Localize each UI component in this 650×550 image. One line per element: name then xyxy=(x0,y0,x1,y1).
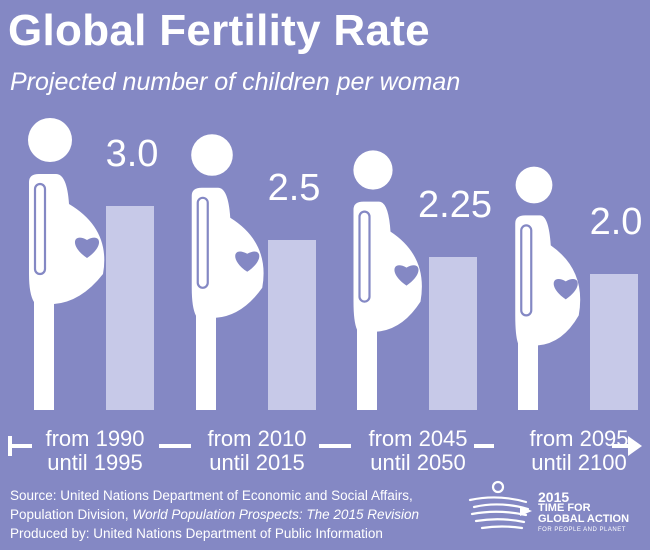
timeline-arrowhead xyxy=(628,436,642,456)
category-label-line-1: from 1990 xyxy=(45,426,144,451)
logo-text: 2015 TIME FOR GLOBAL ACTION FOR PEOPLE A… xyxy=(538,489,630,536)
source-publication: World Population Prospects: The 2015 Rev… xyxy=(132,507,419,522)
category-label-line-2: until 2050 xyxy=(370,450,465,475)
logo-line-2: GLOBAL ACTION xyxy=(538,513,630,525)
data-label: 3.0 xyxy=(106,133,159,175)
source-credits: Source: United Nations Department of Eco… xyxy=(10,486,419,543)
timeline-segment xyxy=(474,444,494,448)
category-label-line-2: until 2015 xyxy=(209,450,304,475)
category-label-line-1: from 2010 xyxy=(207,426,306,451)
bar xyxy=(106,206,154,410)
bar xyxy=(268,240,316,410)
head xyxy=(191,134,233,176)
timeline-segment xyxy=(612,444,634,448)
source-line-3: Produced by: United Nations Department o… xyxy=(10,526,383,541)
source-line-2: Population Division, World Population Pr… xyxy=(10,505,419,524)
pregnant-woman-icon xyxy=(353,150,422,410)
pregnant-woman-icon xyxy=(28,118,105,410)
bar xyxy=(590,274,638,410)
page-title: Global Fertility Rate xyxy=(8,6,430,55)
data-label: 2.25 xyxy=(418,184,492,226)
arm xyxy=(520,224,533,317)
body xyxy=(515,215,581,410)
body xyxy=(353,201,422,410)
un-2015-logo-icon xyxy=(468,480,532,530)
data-label: 2.0 xyxy=(590,201,643,243)
head xyxy=(28,118,72,162)
body xyxy=(29,174,105,410)
pregnant-woman-icon xyxy=(191,134,264,410)
source-line-2-prefix: Population Division, xyxy=(10,507,133,522)
timeline-arrow-icon xyxy=(8,436,642,456)
heart-icon xyxy=(394,265,419,286)
heart-icon xyxy=(553,279,578,300)
page-subtitle: Projected number of children per woman xyxy=(10,68,461,96)
arm xyxy=(358,210,371,303)
category-label-line-2: until 1995 xyxy=(47,450,142,475)
timeline-segment xyxy=(159,444,191,448)
timeline-segment xyxy=(319,444,351,448)
bar xyxy=(429,257,477,410)
logo-line-1: TIME FOR xyxy=(538,502,591,514)
head xyxy=(353,150,393,190)
category-label-line-2: until 2100 xyxy=(531,450,626,475)
body xyxy=(191,187,264,410)
un-2015-logo: 2015 TIME FOR GLOBAL ACTION FOR PEOPLE A… xyxy=(468,478,643,538)
arm xyxy=(196,196,209,289)
logo-year: 2015 xyxy=(538,489,570,505)
data-label: 2.5 xyxy=(268,167,321,209)
source-line-1: Source: United Nations Department of Eco… xyxy=(10,488,413,503)
heart-icon xyxy=(235,251,260,272)
logo-line-3: FOR PEOPLE AND PLANET xyxy=(538,527,626,533)
arm xyxy=(33,182,47,276)
heart-icon xyxy=(74,237,100,258)
pregnant-woman-icon xyxy=(515,166,581,410)
category-label-line-1: from 2045 xyxy=(368,426,467,451)
head xyxy=(515,166,553,204)
timeline-segment xyxy=(8,444,32,448)
